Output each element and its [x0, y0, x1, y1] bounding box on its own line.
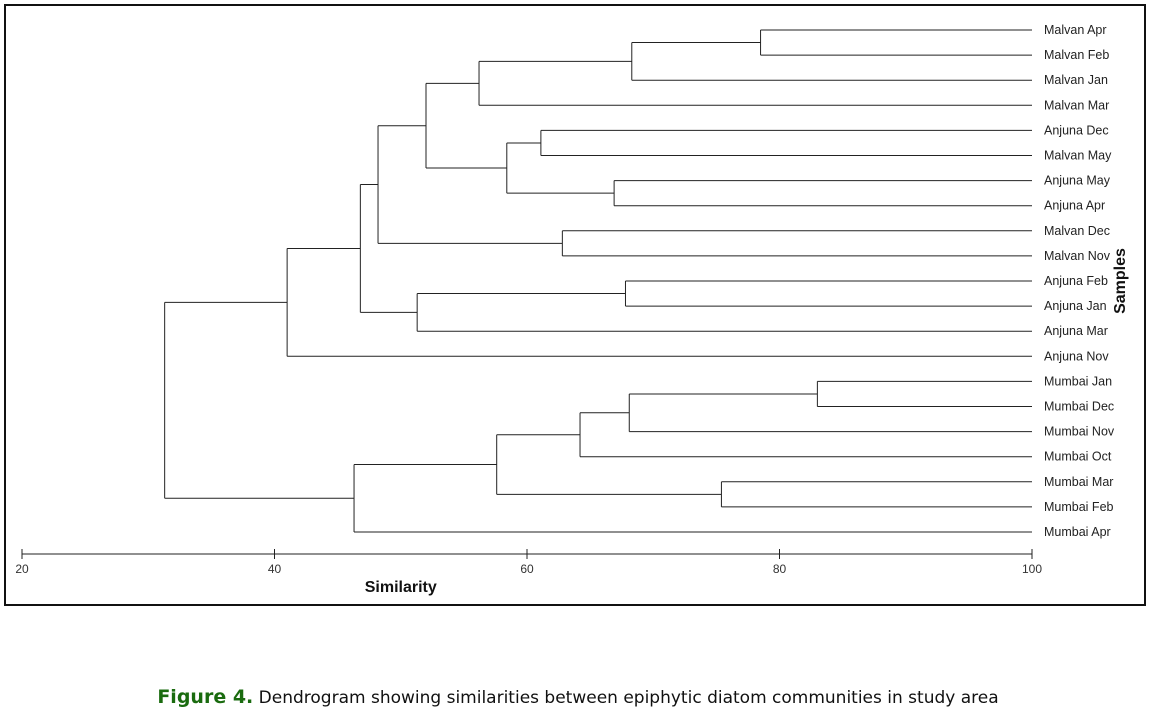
leaf-label: Anjuna Apr — [1044, 199, 1105, 213]
figure-frame: Malvan Apr Malvan Feb Malvan Jan Malvan Mar… — [4, 4, 1146, 606]
leaf-label: Mumbai Apr — [1044, 525, 1111, 539]
leaf-label: Malvan Apr — [1044, 23, 1107, 37]
leaf-label: Mumbai Feb — [1044, 500, 1114, 514]
leaf-label: Malvan Dec — [1044, 224, 1110, 238]
caption-text: Dendrogram showing similarities between … — [253, 688, 999, 708]
leaf-label: Malvan Mar — [1044, 98, 1109, 112]
caption-label: Figure 4. — [157, 686, 254, 708]
leaf-label: Anjuna May — [1044, 174, 1111, 188]
x-tick-label: 100 — [1022, 562, 1042, 576]
leaf-label: Malvan Jan — [1044, 73, 1108, 87]
leaf-label: Mumbai Jan — [1044, 374, 1112, 388]
leaf-label: Anjuna Feb — [1044, 274, 1108, 288]
leaf-label: Anjuna Nov — [1044, 349, 1109, 363]
leaf-label: Mumbai Nov — [1044, 425, 1115, 439]
leaf-label: Mumbai Mar — [1044, 475, 1113, 489]
x-tick-label: 80 — [773, 562, 787, 576]
leaf-label: Malvan May — [1044, 149, 1112, 163]
x-axis-title: Similarity — [365, 579, 437, 596]
figure-caption: Figure 4. Dendrogram showing similaritie… — [0, 686, 1156, 708]
x-tick-label: 60 — [520, 562, 534, 576]
leaf-label: Anjuna Jan — [1044, 299, 1107, 313]
leaf-label: Anjuna Mar — [1044, 324, 1108, 338]
x-tick-label: 40 — [268, 562, 282, 576]
x-tick-label: 20 — [15, 562, 29, 576]
y-axis-title: Samples — [1112, 248, 1129, 314]
leaf-label: Anjuna Dec — [1044, 123, 1109, 137]
dendrogram-chart: Malvan Apr Malvan Feb Malvan Jan Malvan Mar… — [15, 23, 1129, 596]
leaf-label: Malvan Feb — [1044, 48, 1109, 62]
leaf-label: Malvan Nov — [1044, 249, 1111, 263]
leaf-label: Mumbai Dec — [1044, 400, 1114, 414]
leaf-label: Mumbai Oct — [1044, 450, 1112, 464]
